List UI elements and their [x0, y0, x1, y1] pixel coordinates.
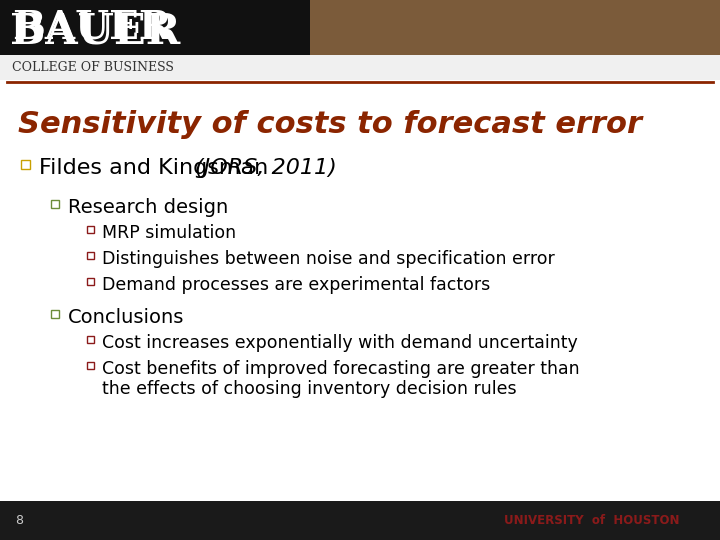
Text: Sensitivity of costs to forecast error: Sensitivity of costs to forecast error: [18, 110, 642, 139]
Bar: [0, 55, 720, 80]
Text: COLLEGE OF BUSINESS: COLLEGE OF BUSINESS: [12, 61, 174, 74]
Text: UNIVERSITY  of  HOUSTON: UNIVERSITY of HOUSTON: [505, 514, 680, 527]
Bar: [20, 159, 30, 168]
Bar: [86, 361, 94, 368]
Text: Conclusions: Conclusions: [68, 308, 184, 327]
Bar: [0, 0, 720, 80]
Bar: [0, 0, 720, 55]
Text: 8: 8: [15, 514, 23, 527]
Text: Fildes and Kingsman: Fildes and Kingsman: [39, 158, 275, 178]
Bar: [86, 226, 94, 233]
Bar: [0, 501, 720, 540]
Text: MRP simulation: MRP simulation: [102, 224, 236, 242]
Text: Research design: Research design: [68, 198, 228, 217]
Text: (JORS, 2011): (JORS, 2011): [195, 158, 337, 178]
Text: Cost benefits of improved forecasting are greater than: Cost benefits of improved forecasting ar…: [102, 360, 580, 378]
Text: Cost increases exponentially with demand uncertainty: Cost increases exponentially with demand…: [102, 334, 577, 352]
Text: Demand processes are experimental factors: Demand processes are experimental factor…: [102, 276, 490, 294]
Text: BAUER: BAUER: [10, 11, 180, 53]
Bar: [86, 335, 94, 342]
Bar: [86, 252, 94, 259]
Bar: [310, 0, 720, 55]
Text: BAUER: BAUER: [12, 9, 171, 46]
Bar: [51, 310, 59, 318]
Bar: [86, 278, 94, 285]
Text: Distinguishes between noise and specification error: Distinguishes between noise and specific…: [102, 250, 554, 268]
Text: the effects of choosing inventory decision rules: the effects of choosing inventory decisi…: [102, 380, 517, 398]
Bar: [51, 200, 59, 208]
